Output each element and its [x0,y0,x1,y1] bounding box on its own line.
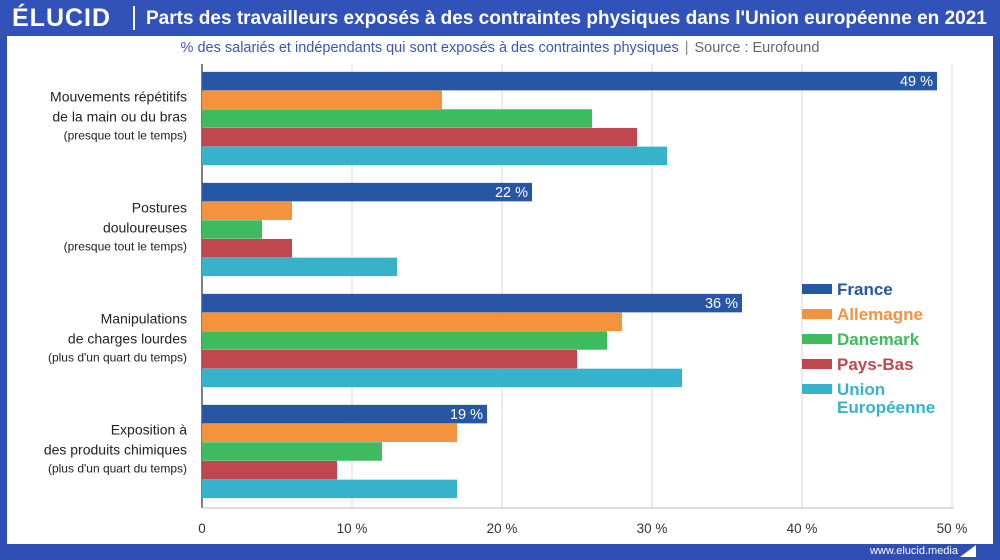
legend-swatch [802,309,832,319]
header-bar: ÉLUCID Parts des travailleurs exposés à … [0,0,1000,36]
category-label: (plus d'un quart du temps) [48,351,187,365]
category-label: douloureuses [103,220,187,236]
bar-allemagne [202,201,292,221]
x-tick-label: 40 % [787,521,818,536]
x-tick-label: 0 [198,521,206,536]
legend-label: France [837,280,893,299]
bar-pays-bas [202,127,637,147]
data-label: 49 % [900,74,933,90]
bar-danemark [202,442,382,461]
category-label: Exposition à [111,422,187,438]
bar-allemagne [202,312,622,332]
category-label: des produits chimiques [44,442,187,458]
bar-pays-bas [202,460,337,480]
header-divider [133,6,135,30]
bar-france [202,182,532,202]
chart-panel: % des salariés et indépendants qui sont … [7,36,993,544]
x-tick-label: 50 % [937,521,968,536]
bar-allemagne [202,90,442,110]
category-label: Postures [132,200,187,216]
bar-union-européenne [202,146,667,166]
footer-url[interactable]: www.elucid.media [869,545,958,557]
legend-label: Union [837,380,885,399]
flag-icon [960,545,976,557]
x-tick-label: 20 % [487,521,518,536]
bar-chart: 0 10 % 20 % 30 % 40 % 50 % 49 % Mouvements répé… [44,64,968,536]
category-label: (presque tout le temps) [64,129,187,143]
legend-label: Pays-Bas [837,355,914,374]
data-label: 22 % [495,185,528,201]
bar-allemagne [202,423,457,443]
x-tick-label: 10 % [337,521,368,536]
bar-france [202,404,487,424]
brand-logo: ÉLUCID [12,4,112,32]
subtitle-separator: | [684,40,689,56]
legend-label: Allemagne [837,305,923,324]
bar-union-européenne [202,257,397,277]
bar-pays-bas [202,238,292,258]
legend-label: Européenne [837,398,935,417]
bar-danemark [202,331,607,350]
bar-union-européenne [202,479,457,499]
legend-swatch [802,359,832,369]
category-label: Mouvements répétitifs [50,89,187,105]
category-label: (presque tout le temps) [64,240,187,254]
bar-france [202,71,937,91]
subtitle-text: % des salariés et indépendants qui sont … [180,40,679,56]
data-label: 19 % [450,407,483,423]
bar-france [202,293,742,313]
source-note: Source : Eurofound [694,40,820,56]
bar-union-européenne [202,368,682,388]
chart-subtitle: % des salariés et indépendants qui sont … [7,38,993,58]
legend-swatch [802,384,832,394]
category-label: de charges lourdes [68,331,187,347]
legend-swatch [802,334,832,344]
category-label: (plus d'un quart du temps) [48,462,187,476]
bar-danemark [202,220,262,239]
legend-label: Danemark [837,330,920,349]
bar-danemark [202,109,592,128]
x-tick-label: 30 % [637,521,668,536]
chart-title: Parts des travailleurs exposés à des con… [146,8,987,29]
legend-swatch [802,284,832,294]
category-label: de la main ou du bras [52,109,187,125]
data-label: 36 % [705,296,738,312]
bar-pays-bas [202,349,577,369]
category-label: Manipulations [101,311,187,327]
